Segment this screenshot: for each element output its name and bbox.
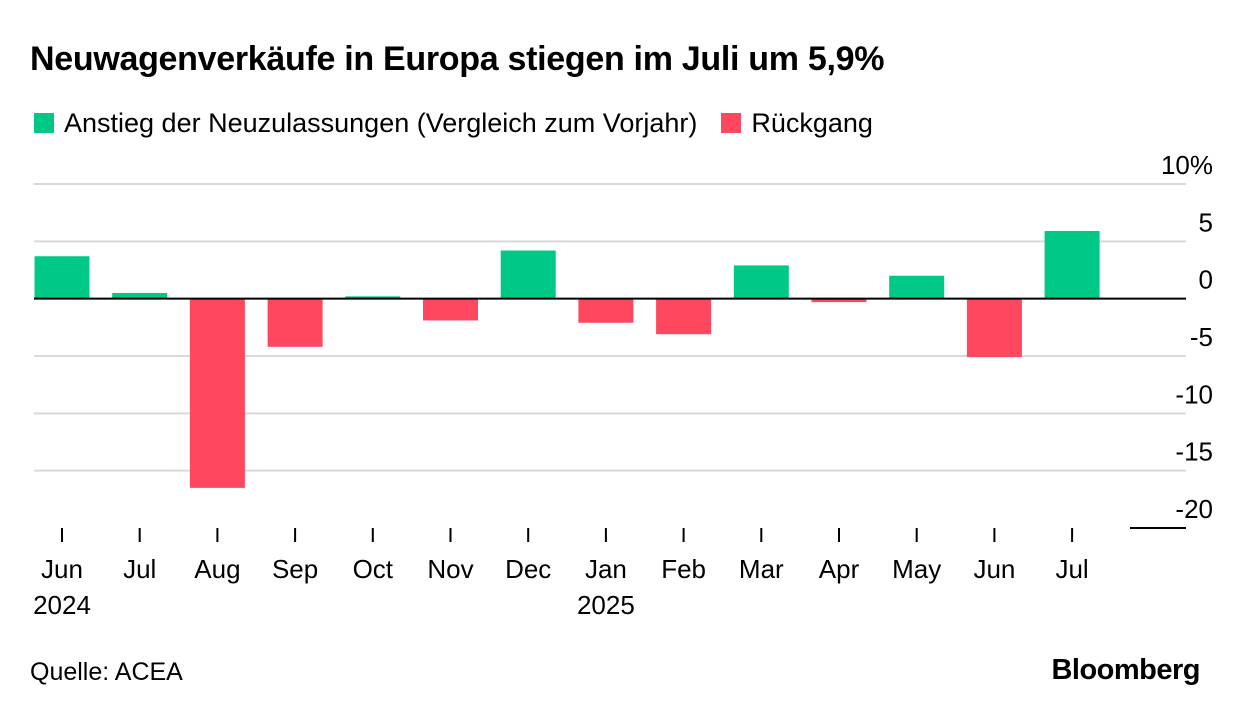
y-tick-label: 10%	[1161, 150, 1213, 180]
x-tick-label: Jun	[41, 554, 83, 584]
bar	[889, 275, 945, 299]
source-note: Quelle: ACEA	[30, 658, 183, 686]
bar	[423, 298, 478, 321]
bars	[34, 231, 1100, 488]
x-tick-label: Jan	[585, 554, 627, 584]
legend-label-increase: Anstieg der Neuzulassungen (Vergleich zu…	[64, 107, 698, 138]
bar	[112, 292, 168, 299]
x-tick-label: Oct	[353, 554, 394, 584]
x-year-label: 2025	[577, 590, 635, 620]
x-tick-label: Apr	[819, 554, 860, 584]
bar	[578, 298, 634, 323]
legend: Anstieg der Neuzulassungen (Vergleich zu…	[34, 106, 897, 140]
x-year-label: 2024	[33, 590, 91, 620]
y-tick-label: 5	[1199, 207, 1213, 237]
x-tick-label: May	[892, 554, 941, 584]
legend-swatch-decrease	[721, 113, 742, 133]
x-tick-label: Feb	[661, 554, 706, 584]
legend-swatch-increase	[34, 113, 54, 133]
bar	[345, 296, 401, 299]
chart-title: Neuwagenverkäufe in Europa stiegen im Ju…	[30, 40, 885, 78]
x-tick-label: Sep	[272, 554, 318, 584]
y-tick-label: 0	[1199, 265, 1213, 295]
x-tick-label: Jul	[123, 554, 156, 584]
bar	[267, 298, 323, 347]
y-tick-label: -15	[1175, 437, 1213, 467]
y-tick-label: -10	[1175, 379, 1213, 409]
bar	[34, 256, 90, 299]
legend-item-increase: Anstieg der Neuzulassungen (Vergleich zu…	[34, 108, 697, 139]
bar	[811, 298, 867, 303]
bar	[1044, 231, 1100, 299]
bar	[189, 298, 245, 488]
bar	[500, 250, 556, 299]
x-tick-label: Dec	[505, 554, 551, 584]
legend-label-decrease: Rückgang	[751, 107, 873, 138]
bar	[966, 298, 1022, 358]
legend-item-decrease: Rückgang	[721, 108, 873, 139]
bar	[656, 298, 712, 335]
y-tick-label: -5	[1190, 322, 1213, 352]
y-tick-label: -20	[1175, 494, 1213, 524]
x-tick-label: Aug	[194, 554, 240, 584]
x-tick-label: Jul	[1055, 554, 1088, 584]
x-tick-label: Jun	[973, 554, 1015, 584]
bloomberg-logo: Bloomberg	[1051, 654, 1200, 686]
x-tick-label: Mar	[739, 554, 784, 584]
x-tick-label: Nov	[427, 554, 473, 584]
bar	[733, 265, 789, 299]
axis-labels: 10% 5 0 -5 -10 -15 -20 Jun Jul Aug Sep Oct Nov Dec Jan…	[33, 150, 1213, 620]
axes	[34, 297, 1186, 542]
